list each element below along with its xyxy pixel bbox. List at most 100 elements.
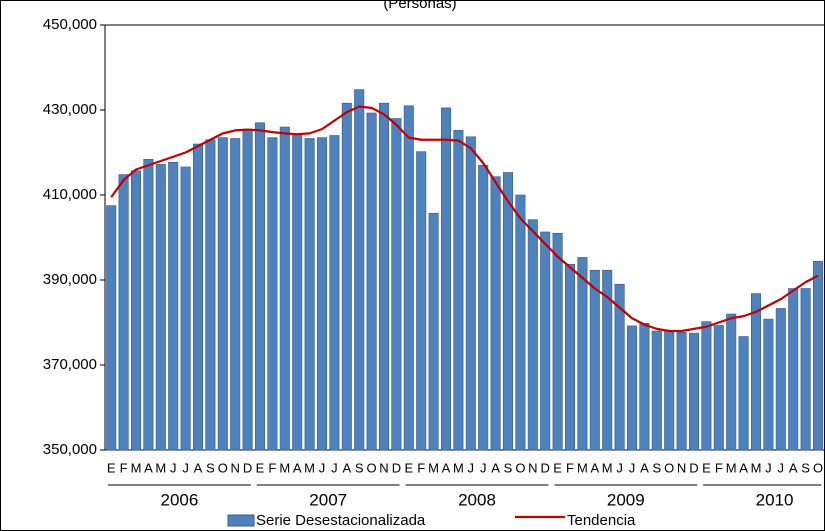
x-tick-label: A xyxy=(144,460,153,475)
x-tick-label: S xyxy=(504,460,513,475)
x-tick-label: J xyxy=(468,460,475,475)
x-tick-label: M xyxy=(453,460,464,475)
y-tick-label: 430,000 xyxy=(43,101,97,118)
x-tick-label: N xyxy=(677,460,686,475)
x-tick-label: J xyxy=(170,460,177,475)
bar xyxy=(651,330,662,451)
x-tick-label: M xyxy=(279,460,290,475)
x-tick-label: O xyxy=(664,460,674,475)
x-tick-label: F xyxy=(268,460,276,475)
bar xyxy=(527,219,538,451)
bar xyxy=(403,105,414,451)
bar xyxy=(453,130,464,451)
x-tick-label: M xyxy=(577,460,588,475)
y-tick-label: 450,000 xyxy=(43,16,97,33)
x-tick-label: A xyxy=(442,460,451,475)
x-tick-label: N xyxy=(379,460,388,475)
bar xyxy=(230,138,241,451)
x-tick-label: M xyxy=(131,460,142,475)
year-label: 2007 xyxy=(309,490,347,509)
bar xyxy=(589,269,600,451)
bar xyxy=(378,102,390,451)
bar xyxy=(279,126,290,451)
year-label: 2009 xyxy=(607,490,645,509)
x-tick-label: D xyxy=(243,460,252,475)
x-tick-label: A xyxy=(293,460,302,475)
year-label: 2010 xyxy=(756,490,794,509)
bar xyxy=(118,174,129,451)
bar xyxy=(267,137,278,451)
x-tick-label: N xyxy=(528,460,537,475)
bar xyxy=(205,139,216,451)
chart-title: (Personas) xyxy=(383,0,456,12)
bar xyxy=(688,332,700,451)
x-tick-label: M xyxy=(428,460,439,475)
x-tick-label: J xyxy=(480,460,487,475)
bar xyxy=(217,137,228,451)
x-tick-label: J xyxy=(616,460,623,475)
x-tick-label: F xyxy=(566,460,574,475)
bar xyxy=(304,138,315,451)
x-tick-label: F xyxy=(120,460,128,475)
x-tick-label: J xyxy=(778,460,785,475)
bar xyxy=(602,269,613,451)
bar xyxy=(242,128,253,451)
x-tick-label: J xyxy=(319,460,326,475)
x-tick-label: O xyxy=(515,460,525,475)
legend-swatch xyxy=(227,514,255,527)
y-tick-label: 410,000 xyxy=(43,186,97,203)
x-tick-label: E xyxy=(553,460,562,475)
bar xyxy=(564,263,576,451)
bar xyxy=(143,159,154,451)
bar xyxy=(664,330,675,451)
bar xyxy=(763,318,774,451)
bar xyxy=(738,336,749,451)
year-label: 2006 xyxy=(160,490,198,509)
x-tick-label: J xyxy=(331,460,338,475)
x-tick-label: A xyxy=(739,460,748,475)
bar xyxy=(676,331,687,451)
x-tick-label: O xyxy=(218,460,228,475)
x-tick-label: A xyxy=(342,460,351,475)
x-tick-label: A xyxy=(194,460,203,475)
bar xyxy=(502,172,514,451)
bar xyxy=(192,143,204,451)
bar xyxy=(168,161,179,451)
bar xyxy=(812,260,824,451)
bar xyxy=(726,313,737,451)
x-tick-label: D xyxy=(541,460,550,475)
bar xyxy=(254,122,266,451)
bar xyxy=(416,151,427,451)
x-tick-label: E xyxy=(702,460,711,475)
x-tick-label: E xyxy=(107,460,116,475)
bar xyxy=(428,212,439,451)
bar xyxy=(552,232,563,451)
bar xyxy=(292,133,303,451)
bar xyxy=(316,137,328,451)
legend-label: Serie Desestacionalizada xyxy=(256,512,426,529)
bar xyxy=(354,89,365,451)
x-tick-label: E xyxy=(256,460,265,475)
x-tick-label: S xyxy=(652,460,661,475)
bar xyxy=(329,135,340,451)
bar xyxy=(713,325,724,451)
bar xyxy=(515,194,526,451)
x-tick-label: O xyxy=(813,460,823,475)
bar xyxy=(800,288,811,451)
bar xyxy=(180,166,191,451)
bar xyxy=(788,288,799,451)
x-tick-label: N xyxy=(231,460,240,475)
x-tick-label: E xyxy=(404,460,413,475)
x-tick-label: M xyxy=(751,460,762,475)
x-tick-label: S xyxy=(801,460,810,475)
bar xyxy=(478,164,489,451)
bar xyxy=(750,293,762,451)
x-tick-label: A xyxy=(590,460,599,475)
bar xyxy=(577,257,588,451)
x-tick-label: F xyxy=(417,460,425,475)
x-tick-label: O xyxy=(367,460,377,475)
x-tick-label: D xyxy=(392,460,401,475)
x-tick-label: A xyxy=(491,460,500,475)
bar xyxy=(391,118,402,451)
